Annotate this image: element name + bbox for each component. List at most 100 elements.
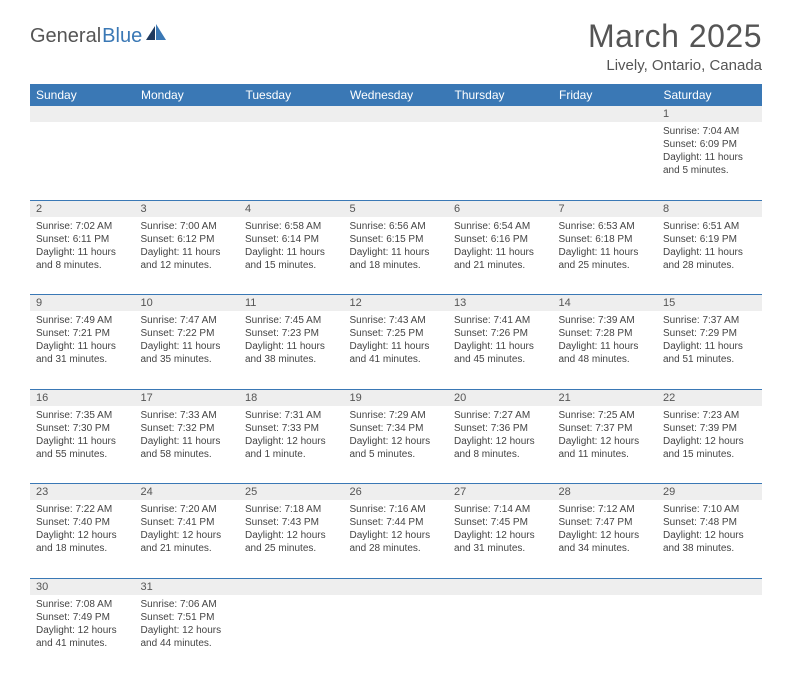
day-number: 12	[344, 295, 449, 312]
day-cell: Sunrise: 7:49 AMSunset: 7:21 PMDaylight:…	[30, 311, 135, 389]
day-number: 30	[30, 578, 135, 595]
sunset-text: Sunset: 7:21 PM	[36, 327, 129, 340]
daylight-text: Daylight: 11 hours and 15 minutes.	[245, 246, 338, 272]
sunrise-text: Sunrise: 7:10 AM	[663, 503, 756, 516]
daylight-text: Daylight: 11 hours and 35 minutes.	[141, 340, 234, 366]
day-number-row: 2345678	[30, 200, 762, 217]
day-cell	[448, 595, 553, 673]
daylight-text: Daylight: 11 hours and 41 minutes.	[350, 340, 443, 366]
sunset-text: Sunset: 7:26 PM	[454, 327, 547, 340]
sunset-text: Sunset: 7:37 PM	[559, 422, 652, 435]
sunrise-text: Sunrise: 7:04 AM	[663, 125, 756, 138]
day-number: 2	[30, 200, 135, 217]
daylight-text: Daylight: 11 hours and 45 minutes.	[454, 340, 547, 366]
day-number	[30, 106, 135, 122]
day-cell: Sunrise: 7:14 AMSunset: 7:45 PMDaylight:…	[448, 500, 553, 578]
sunset-text: Sunset: 7:41 PM	[141, 516, 234, 529]
day-number: 6	[448, 200, 553, 217]
sunrise-text: Sunrise: 7:31 AM	[245, 409, 338, 422]
weekday-header: Saturday	[657, 84, 762, 106]
day-cell: Sunrise: 7:35 AMSunset: 7:30 PMDaylight:…	[30, 406, 135, 484]
weekday-header: Sunday	[30, 84, 135, 106]
day-number	[135, 106, 240, 122]
day-cell: Sunrise: 7:47 AMSunset: 7:22 PMDaylight:…	[135, 311, 240, 389]
sunrise-text: Sunrise: 7:22 AM	[36, 503, 129, 516]
sunset-text: Sunset: 6:09 PM	[663, 138, 756, 151]
day-cell: Sunrise: 7:08 AMSunset: 7:49 PMDaylight:…	[30, 595, 135, 673]
sail-icon	[146, 24, 168, 48]
sunset-text: Sunset: 7:23 PM	[245, 327, 338, 340]
sunset-text: Sunset: 7:25 PM	[350, 327, 443, 340]
day-content-row: Sunrise: 7:22 AMSunset: 7:40 PMDaylight:…	[30, 500, 762, 578]
sunrise-text: Sunrise: 7:29 AM	[350, 409, 443, 422]
daylight-text: Daylight: 12 hours and 41 minutes.	[36, 624, 129, 650]
sunset-text: Sunset: 6:18 PM	[559, 233, 652, 246]
day-number: 7	[553, 200, 658, 217]
day-number: 23	[30, 484, 135, 501]
day-cell	[553, 595, 658, 673]
day-number-row: 1	[30, 106, 762, 122]
day-number	[239, 578, 344, 595]
day-number: 13	[448, 295, 553, 312]
day-number: 19	[344, 389, 449, 406]
daylight-text: Daylight: 11 hours and 18 minutes.	[350, 246, 443, 272]
day-cell: Sunrise: 6:56 AMSunset: 6:15 PMDaylight:…	[344, 217, 449, 295]
weekday-header: Monday	[135, 84, 240, 106]
sunset-text: Sunset: 6:14 PM	[245, 233, 338, 246]
day-cell: Sunrise: 7:12 AMSunset: 7:47 PMDaylight:…	[553, 500, 658, 578]
day-number	[657, 578, 762, 595]
sunset-text: Sunset: 7:28 PM	[559, 327, 652, 340]
sunrise-text: Sunrise: 6:54 AM	[454, 220, 547, 233]
day-cell: Sunrise: 7:39 AMSunset: 7:28 PMDaylight:…	[553, 311, 658, 389]
sunset-text: Sunset: 6:16 PM	[454, 233, 547, 246]
daylight-text: Daylight: 12 hours and 11 minutes.	[559, 435, 652, 461]
sunrise-text: Sunrise: 7:39 AM	[559, 314, 652, 327]
sunrise-text: Sunrise: 7:02 AM	[36, 220, 129, 233]
daylight-text: Daylight: 12 hours and 8 minutes.	[454, 435, 547, 461]
day-cell: Sunrise: 6:51 AMSunset: 6:19 PMDaylight:…	[657, 217, 762, 295]
sunset-text: Sunset: 7:22 PM	[141, 327, 234, 340]
sunset-text: Sunset: 7:39 PM	[663, 422, 756, 435]
day-content-row: Sunrise: 7:35 AMSunset: 7:30 PMDaylight:…	[30, 406, 762, 484]
sunrise-text: Sunrise: 6:53 AM	[559, 220, 652, 233]
sunrise-text: Sunrise: 7:43 AM	[350, 314, 443, 327]
sunrise-text: Sunrise: 7:16 AM	[350, 503, 443, 516]
daylight-text: Daylight: 12 hours and 1 minute.	[245, 435, 338, 461]
day-number: 18	[239, 389, 344, 406]
daylight-text: Daylight: 12 hours and 5 minutes.	[350, 435, 443, 461]
sunrise-text: Sunrise: 7:27 AM	[454, 409, 547, 422]
sunset-text: Sunset: 7:48 PM	[663, 516, 756, 529]
day-content-row: Sunrise: 7:08 AMSunset: 7:49 PMDaylight:…	[30, 595, 762, 673]
daylight-text: Daylight: 12 hours and 34 minutes.	[559, 529, 652, 555]
day-number	[553, 578, 658, 595]
day-cell: Sunrise: 7:45 AMSunset: 7:23 PMDaylight:…	[239, 311, 344, 389]
day-cell	[239, 122, 344, 200]
header: GeneralBlue March 2025 Lively, Ontario, …	[30, 18, 762, 74]
day-number	[448, 578, 553, 595]
daylight-text: Daylight: 12 hours and 31 minutes.	[454, 529, 547, 555]
daylight-text: Daylight: 11 hours and 48 minutes.	[559, 340, 652, 366]
day-number: 5	[344, 200, 449, 217]
day-cell: Sunrise: 7:25 AMSunset: 7:37 PMDaylight:…	[553, 406, 658, 484]
daylight-text: Daylight: 11 hours and 51 minutes.	[663, 340, 756, 366]
sunset-text: Sunset: 7:30 PM	[36, 422, 129, 435]
sunrise-text: Sunrise: 6:51 AM	[663, 220, 756, 233]
day-number: 27	[448, 484, 553, 501]
day-number	[553, 106, 658, 122]
day-number: 11	[239, 295, 344, 312]
sunrise-text: Sunrise: 7:18 AM	[245, 503, 338, 516]
daylight-text: Daylight: 11 hours and 8 minutes.	[36, 246, 129, 272]
sunset-text: Sunset: 7:47 PM	[559, 516, 652, 529]
day-number: 22	[657, 389, 762, 406]
daylight-text: Daylight: 11 hours and 25 minutes.	[559, 246, 652, 272]
day-number: 15	[657, 295, 762, 312]
day-number	[344, 106, 449, 122]
daylight-text: Daylight: 11 hours and 28 minutes.	[663, 246, 756, 272]
day-content-row: Sunrise: 7:04 AMSunset: 6:09 PMDaylight:…	[30, 122, 762, 200]
sunrise-text: Sunrise: 7:33 AM	[141, 409, 234, 422]
daylight-text: Daylight: 12 hours and 25 minutes.	[245, 529, 338, 555]
day-number: 9	[30, 295, 135, 312]
daylight-text: Daylight: 12 hours and 38 minutes.	[663, 529, 756, 555]
daylight-text: Daylight: 12 hours and 18 minutes.	[36, 529, 129, 555]
day-cell	[448, 122, 553, 200]
